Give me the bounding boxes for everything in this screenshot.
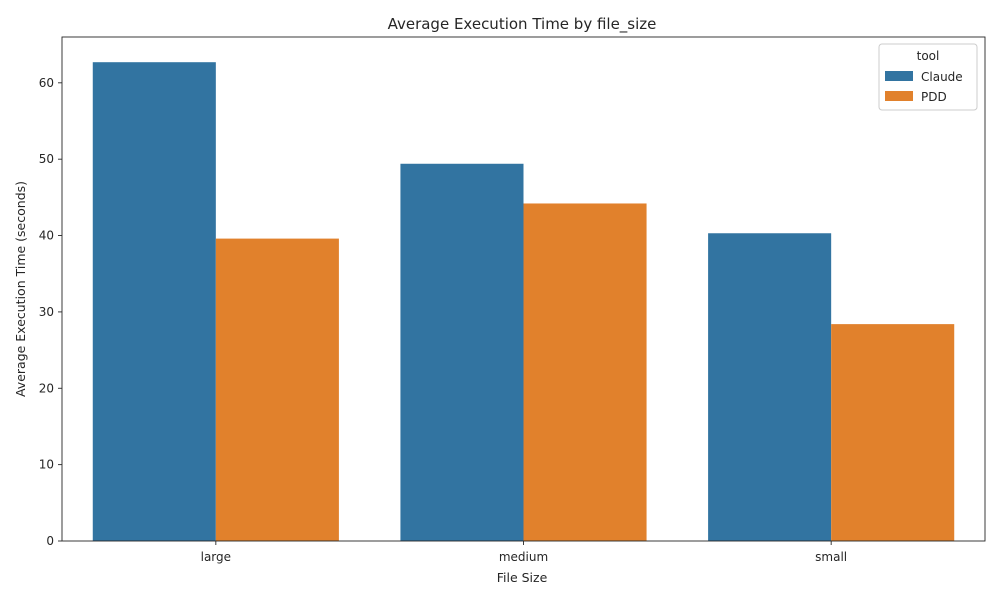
y-tick-label: 30	[39, 305, 54, 319]
y-tick-label: 50	[39, 152, 54, 166]
x-axis-title: File Size	[497, 570, 548, 585]
bar-pdd-large	[215, 238, 339, 541]
y-tick-label: 10	[39, 458, 54, 472]
y-tick-label: 60	[39, 76, 54, 90]
y-tick-label: 20	[39, 381, 54, 395]
bar-pdd-medium	[523, 203, 647, 542]
y-tick-label: 0	[46, 534, 54, 548]
legend-title: tool	[917, 49, 940, 63]
bar-pdd-small	[831, 324, 955, 541]
legend-swatch-claude	[885, 71, 913, 81]
plot-area	[61, 36, 986, 542]
x-tick-label-small: small	[815, 550, 847, 564]
x-axis: large medium small	[201, 541, 847, 564]
y-tick-label: 40	[39, 229, 54, 243]
legend: tool Claude PDD	[878, 43, 978, 111]
chart-title: Average Execution Time by file_size	[388, 15, 657, 34]
x-tick-label-large: large	[201, 550, 231, 564]
x-tick-label-medium: medium	[499, 550, 548, 564]
bar-claude-medium	[400, 163, 524, 541]
y-axis-title: Average Execution Time (seconds)	[13, 181, 28, 397]
bar-claude-large	[92, 62, 216, 541]
legend-swatch-pdd	[885, 91, 913, 101]
legend-label-pdd: PDD	[921, 90, 947, 104]
bar-claude-small	[708, 233, 832, 541]
y-axis: 0 10 20 30 40 50 60	[39, 76, 62, 548]
legend-label-claude: Claude	[921, 70, 963, 84]
